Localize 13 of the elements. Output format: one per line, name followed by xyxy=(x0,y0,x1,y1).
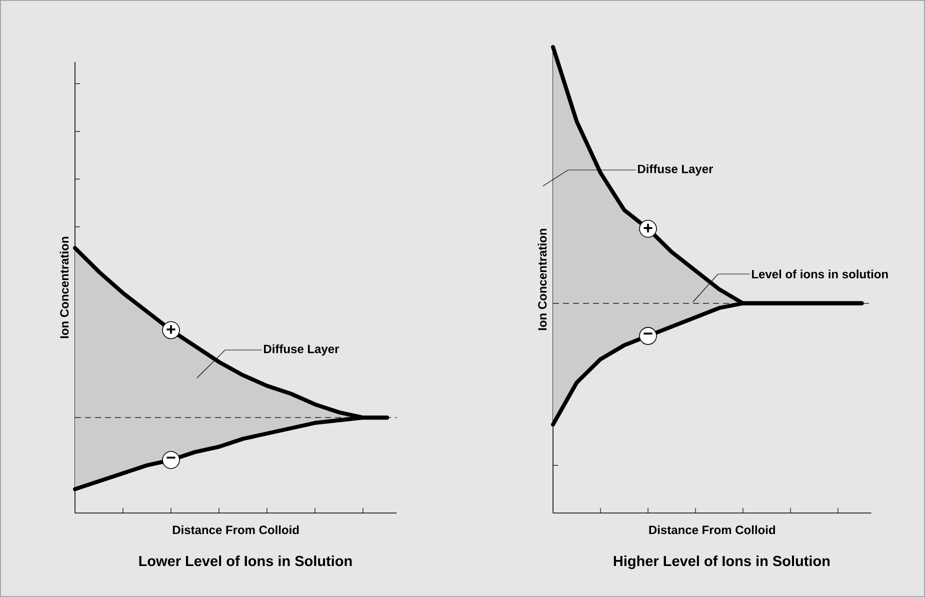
series-label: − xyxy=(644,332,652,334)
x-axis-title: Distance From Colloid xyxy=(649,525,776,534)
x-axis-title: Distance From Colloid xyxy=(172,525,299,534)
annotation: Diffuse Layer xyxy=(638,164,714,176)
y-axis-title: Ion Concentration xyxy=(538,228,547,330)
text: Lower Level of Ions in Solution xyxy=(139,556,352,566)
ref-line-label: Level of ions in solution xyxy=(752,270,888,278)
series-label: − xyxy=(166,456,176,459)
series-label: + xyxy=(166,325,176,334)
y-axis-title: Ion Concentration xyxy=(60,236,69,338)
text: Higher Level of Ions in Solution xyxy=(614,556,830,570)
annotation: Diffuse Layer xyxy=(264,344,340,356)
series-label: + xyxy=(644,224,652,232)
